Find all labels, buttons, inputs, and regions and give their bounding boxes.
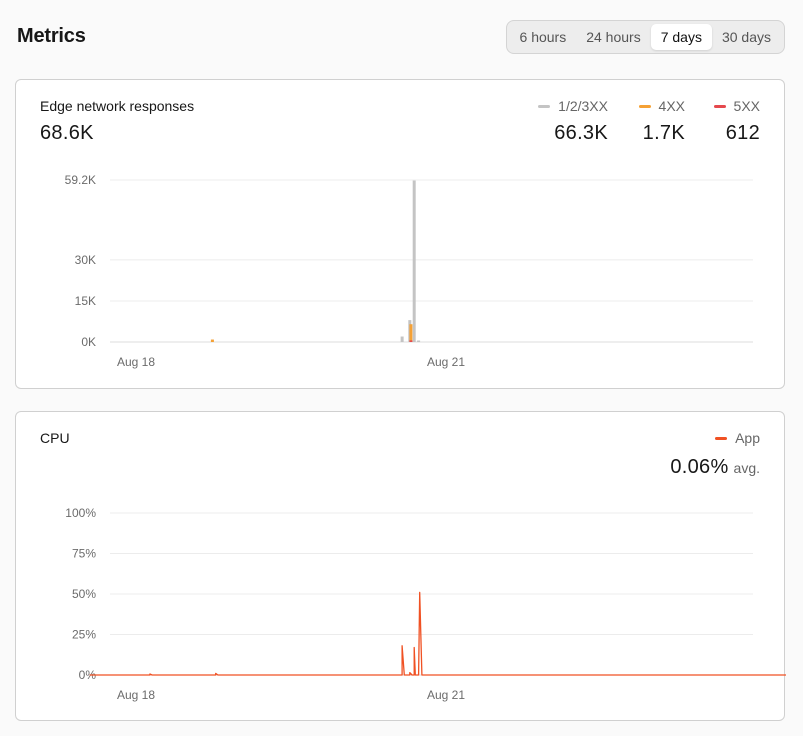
value-4xx: 1.7K [642, 122, 685, 144]
edge-y-tick-label: 0K [81, 335, 96, 349]
legend-label-app: App [735, 430, 760, 446]
cpu-y-tick-label: 100% [65, 506, 96, 520]
cpu-avg-suffix: avg. [733, 460, 760, 476]
page-title: Metrics [17, 25, 86, 47]
range-tab-7-days[interactable]: 7 days [650, 24, 712, 50]
cpu-y-tick-label: 50% [72, 587, 96, 601]
legend-item-123xx[interactable]: 1/2/3XX [538, 98, 608, 114]
legend-swatch-5xx [713, 104, 726, 108]
range-tab-30-days[interactable]: 30 days [721, 29, 771, 45]
legend-swatch-app [715, 436, 728, 440]
edge-bar-123xx [417, 340, 421, 342]
legend-label-5xx: 5XX [733, 98, 760, 114]
cpu-x-tick-label: Aug 21 [427, 688, 465, 702]
cpu-card-title: CPU [40, 430, 70, 446]
time-range-selector: 6 hours 24 hours 7 days 30 days [505, 20, 785, 54]
edge-total-value: 68.6K [40, 122, 94, 144]
legend-label-123xx: 1/2/3XX [558, 98, 608, 114]
edge-bar-5xx [409, 340, 413, 342]
cpu-average: 0.06% avg. [670, 456, 760, 479]
legend-label-4xx: 4XX [658, 98, 685, 114]
edge-bar-123xx [400, 336, 404, 342]
legend-item-5xx[interactable]: 5XX [713, 98, 760, 114]
range-tab-6-hours[interactable]: 6 hours [519, 29, 567, 45]
edge-bar-123xx [412, 180, 416, 342]
edge-card-title: Edge network responses [40, 98, 195, 114]
edge-y-tick-label: 30K [75, 253, 96, 267]
legend-item-app[interactable]: App [715, 430, 760, 446]
legend-swatch-123xx [538, 104, 551, 108]
range-tab-24-hours[interactable]: 24 hours [586, 29, 641, 45]
edge-y-tick-label: 59.2K [65, 173, 96, 187]
legend-item-4xx[interactable]: 4XX [638, 98, 685, 114]
cpu-x-tick-label: Aug 18 [117, 688, 155, 702]
metrics-header: Metrics 6 hours 24 hours 7 days 30 days [17, 20, 785, 54]
cpu-y-tick-label: 25% [72, 628, 96, 642]
edge-bar-4xx [409, 324, 413, 342]
value-5xx: 612 [725, 122, 760, 144]
cpu-y-tick-label: 0% [79, 668, 97, 682]
cpu-series-line-app [89, 591, 786, 676]
cpu-y-tick-label: 75% [72, 547, 96, 561]
edge-y-tick-label: 15K [75, 294, 96, 308]
cpu-avg-value: 0.06% [670, 456, 729, 478]
edge-x-tick-label: Aug 18 [117, 355, 155, 369]
value-123xx: 66.3K [554, 122, 608, 144]
edge-x-tick-label: Aug 21 [427, 355, 465, 369]
edge-bar-4xx [210, 339, 214, 342]
legend-swatch-4xx [638, 104, 651, 108]
